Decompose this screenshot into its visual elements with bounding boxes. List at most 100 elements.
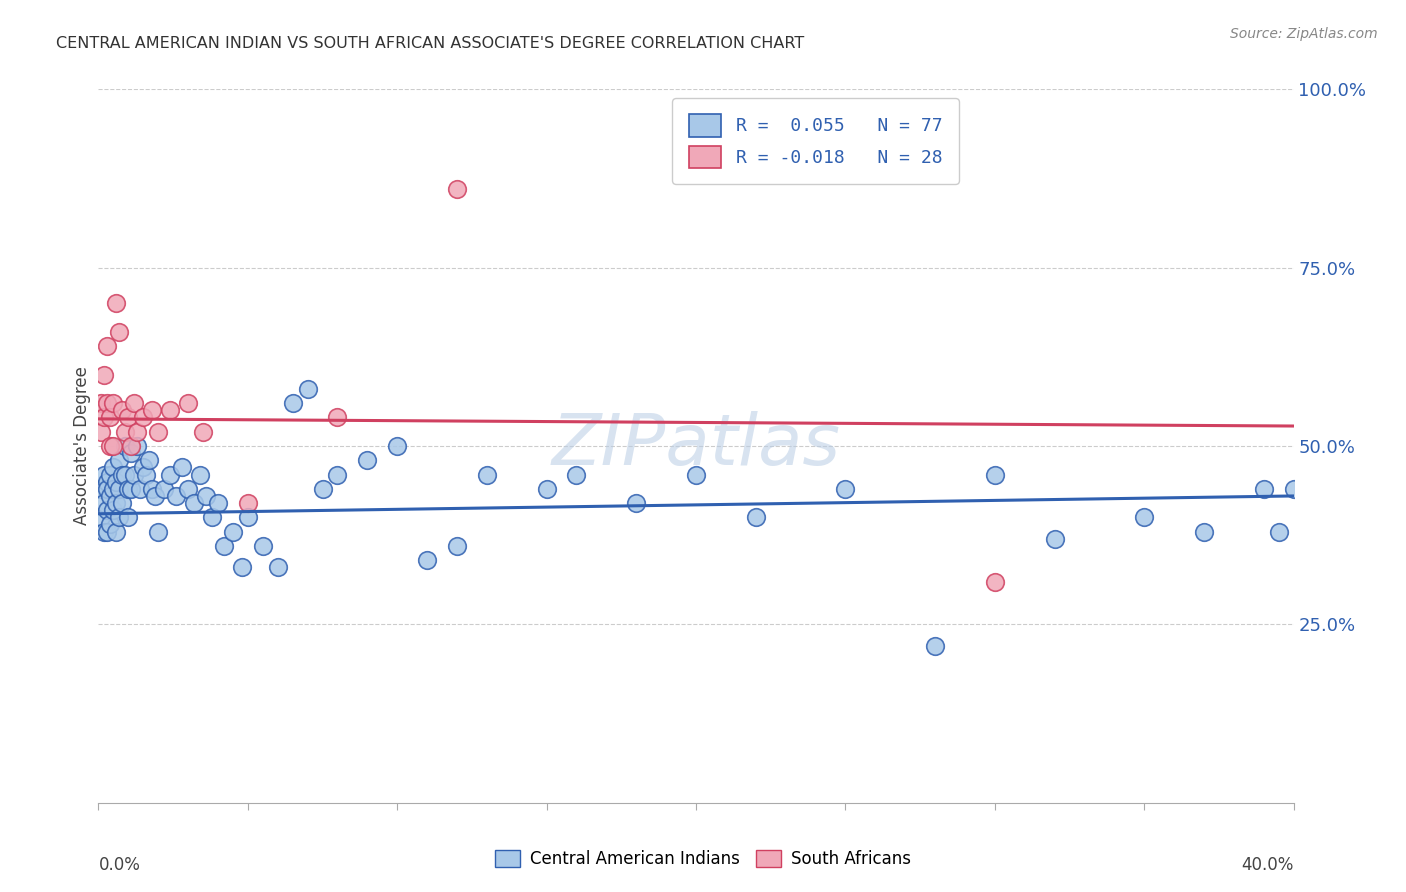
Point (1267, 524, 1289, 539)
Point (148, 524, 170, 539)
Point (188, 467, 211, 482)
Point (103, 503, 125, 517)
Point (124, 396, 146, 410)
Point (98, 517, 122, 532)
Point (96, 524, 118, 539)
Point (98, 467, 122, 482)
Point (90, 396, 112, 410)
Point (98, 439, 122, 453)
Point (96, 396, 118, 410)
Point (129, 482, 152, 496)
Point (177, 482, 200, 496)
Point (153, 482, 176, 496)
Point (108, 482, 131, 496)
Text: 40.0%: 40.0% (1241, 856, 1294, 874)
Text: 0.0%: 0.0% (98, 856, 141, 874)
Point (297, 382, 319, 396)
Point (685, 467, 707, 482)
Text: Source: ZipAtlas.com: Source: ZipAtlas.com (1230, 27, 1378, 41)
Point (96, 503, 118, 517)
Point (127, 425, 149, 439)
Point (90, 482, 112, 496)
Point (207, 496, 229, 510)
Point (159, 403, 181, 417)
Point (1133, 510, 1156, 524)
Point (356, 453, 378, 467)
Point (1282, 482, 1305, 496)
Point (105, 524, 128, 539)
Point (1043, 532, 1066, 546)
Point (93, 496, 115, 510)
Point (159, 467, 181, 482)
Point (117, 482, 139, 496)
Point (143, 489, 166, 503)
Point (93, 368, 115, 382)
Point (93, 524, 115, 539)
Point (120, 482, 142, 496)
Point (385, 439, 409, 453)
Text: CENTRAL AMERICAN INDIAN VS SOUTH AFRICAN ASSOCIATE'S DEGREE CORRELATION CHART: CENTRAL AMERICAN INDIAN VS SOUTH AFRICAN… (56, 36, 804, 51)
Point (108, 510, 131, 524)
Point (96, 339, 118, 353)
Point (98, 489, 122, 503)
Point (90, 425, 112, 439)
Point (172, 460, 194, 475)
Point (93, 410, 115, 425)
Point (117, 510, 139, 524)
Point (103, 439, 125, 453)
Point (446, 182, 468, 196)
Legend: Central American Indians, South Africans: Central American Indians, South Africans (488, 843, 918, 875)
Point (103, 460, 125, 475)
Point (111, 496, 134, 510)
Point (111, 403, 134, 417)
Point (103, 396, 125, 410)
Point (267, 560, 290, 574)
Legend: R =  0.055   N = 77, R = -0.018   N = 28: R = 0.055 N = 77, R = -0.018 N = 28 (672, 98, 959, 184)
Point (105, 496, 128, 510)
Point (191, 425, 214, 439)
Point (745, 510, 768, 524)
Point (984, 467, 1007, 482)
Point (114, 425, 136, 439)
Point (105, 475, 128, 489)
Point (120, 446, 142, 460)
Point (177, 396, 200, 410)
Point (120, 439, 142, 453)
Point (236, 510, 259, 524)
Point (105, 296, 128, 310)
Point (626, 496, 648, 510)
Point (132, 460, 155, 475)
Point (416, 553, 439, 567)
Point (108, 453, 131, 467)
Point (103, 482, 125, 496)
Point (222, 524, 245, 539)
Point (984, 574, 1007, 589)
Point (1253, 482, 1275, 496)
Point (117, 410, 139, 425)
Text: ZIPatlas: ZIPatlas (551, 411, 841, 481)
Point (326, 467, 349, 482)
Point (565, 467, 588, 482)
Point (231, 560, 253, 574)
Point (148, 425, 170, 439)
Point (93, 467, 115, 482)
Point (135, 467, 157, 482)
Point (141, 403, 163, 417)
Point (212, 539, 235, 553)
Point (108, 325, 131, 339)
Point (834, 482, 856, 496)
Point (201, 510, 224, 524)
Point (1192, 524, 1215, 539)
Point (98, 410, 122, 425)
Point (281, 396, 304, 410)
Point (165, 489, 187, 503)
Point (924, 639, 946, 653)
Point (96, 482, 118, 496)
Point (96, 475, 118, 489)
Point (326, 410, 349, 425)
Point (252, 539, 274, 553)
Point (124, 467, 146, 482)
Point (236, 496, 259, 510)
Point (114, 467, 136, 482)
Point (132, 410, 155, 425)
